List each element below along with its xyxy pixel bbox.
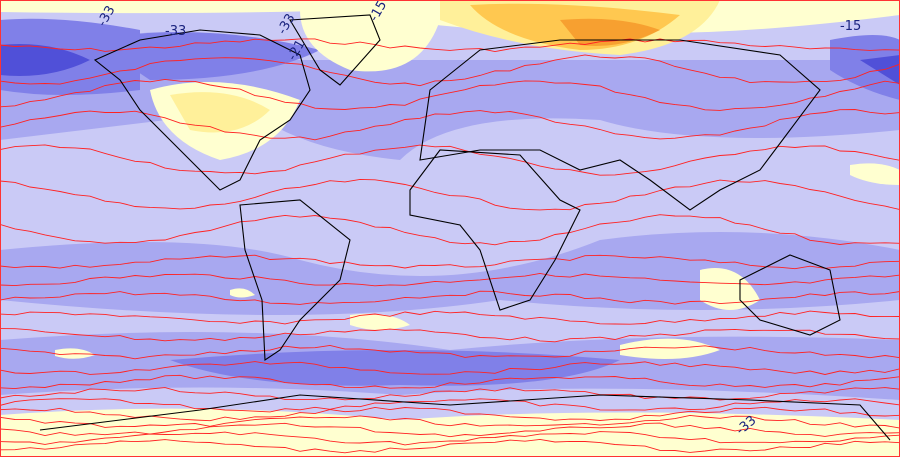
antarctica-outline [39,394,891,441]
contour-line [0,178,900,211]
contour-line [0,214,900,246]
coastlines [39,14,891,441]
contour-label: -15 [840,19,861,34]
africa-outline [409,149,581,311]
north-america-outline [93,29,311,191]
contour-line [0,54,900,87]
contour-line [0,310,900,325]
contour-line [0,272,900,287]
contour-line [0,144,900,176]
contour-line [0,78,900,111]
contour-line [0,254,900,270]
contour-line [0,361,900,375]
contour-line [0,374,900,390]
contour-line [0,109,900,141]
contour-label: -33 [165,24,186,39]
europe-asia-outline [419,39,821,211]
contour-line [0,398,900,413]
contour-line [0,38,900,53]
contour-line [0,414,900,429]
australia-outline [739,254,841,336]
contour-line [0,431,900,446]
contour-line [0,290,900,305]
south-america-outline [239,199,351,361]
contour-lines [0,38,900,454]
contour-line [0,344,900,360]
contour-line [0,438,900,454]
contour-line [0,387,900,401]
contour-line [0,328,900,343]
greenland-outline [289,14,381,86]
